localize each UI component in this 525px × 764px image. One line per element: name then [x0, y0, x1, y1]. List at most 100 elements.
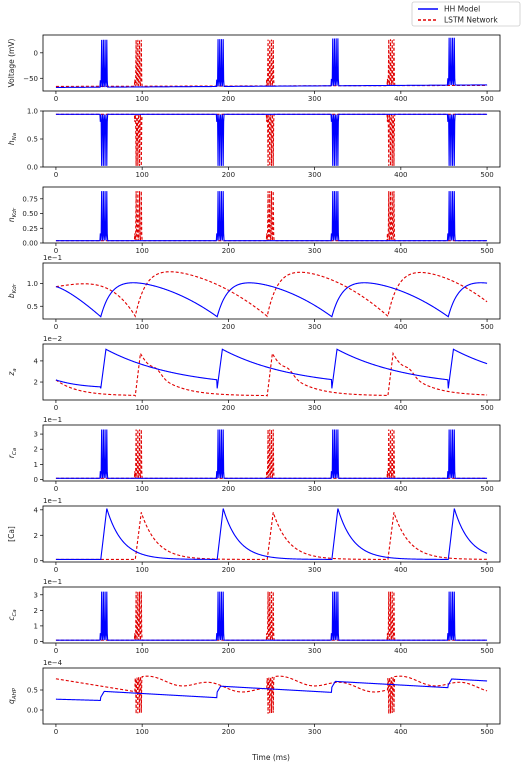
x-tick-label: 100: [135, 323, 148, 331]
x-tick-label: 300: [308, 566, 321, 574]
x-tick-label: 300: [308, 95, 321, 103]
y-multiplier-label: 1e−1: [43, 497, 62, 505]
series-line-hh-model: [55, 429, 488, 479]
series-line-lstm-network: [55, 675, 488, 714]
series-line-lstm-network: [55, 39, 488, 87]
panel-bkdr: 0 100 200 300 400 500 0.5 1.0 1e−1 bKdr: [7, 254, 501, 331]
y-axis-label: za: [7, 368, 18, 377]
y-axis-label: Voltage (mV): [7, 39, 16, 88]
x-tick-label: 0: [54, 485, 58, 493]
y-axis-label: [Ca]: [7, 526, 16, 542]
y-axis-label: nKdr: [7, 207, 18, 222]
y-axis-label: rCa: [7, 447, 18, 458]
x-tick-label: 100: [135, 566, 148, 574]
series-line-lstm-network: [55, 429, 488, 479]
y-multiplier-label: 1e−1: [43, 254, 62, 262]
x-tick-label: 0: [54, 171, 58, 179]
y-tick-label: 1.0: [27, 108, 38, 116]
y-tick-label: 4: [34, 357, 39, 365]
y-tick-label: 0.0: [27, 164, 38, 172]
x-tick-label: 100: [135, 728, 148, 736]
y-tick-label: 0: [34, 476, 38, 484]
x-tick-label: 200: [222, 485, 235, 493]
x-tick-label: 100: [135, 171, 148, 179]
x-tick-label: 400: [394, 647, 407, 655]
x-tick-label: 100: [135, 95, 148, 103]
y-tick-label: −50: [23, 75, 38, 83]
x-tick-label: 100: [135, 485, 148, 493]
x-tick-label: 400: [394, 728, 407, 736]
x-tick-label: 400: [394, 323, 407, 331]
series-line-hh-model: [55, 348, 488, 389]
x-tick-label: 100: [135, 404, 148, 412]
y-tick-label: 1.0: [27, 280, 38, 288]
panel-qahp: 0 100 200 300 400 500 0.0 0.5 1e−4 qAHP: [7, 659, 501, 736]
x-tick-label: 500: [480, 323, 493, 331]
x-tick-label: 500: [480, 485, 493, 493]
x-tick-label: 200: [222, 95, 235, 103]
series-line-hh-model: [55, 282, 488, 318]
panel-voltage: 0 100 200 300 400 500 0 −50 Voltage (mV): [7, 34, 501, 103]
x-tick-label: 400: [394, 566, 407, 574]
y-multiplier-label: 1e−1: [43, 416, 62, 424]
series-line-lstm-network: [55, 512, 488, 561]
y-tick-label: 3: [34, 431, 38, 439]
y-tick-label: 3: [34, 591, 38, 599]
x-tick-label: 500: [480, 647, 493, 655]
panel-hna: 0 100 200 300 400 500 0.0 0.5 1.0 hNa: [7, 108, 501, 179]
y-tick-label: 0.00: [22, 240, 38, 248]
y-tick-label: 2: [34, 532, 38, 540]
x-tick-label: 0: [54, 647, 58, 655]
panel-za: 0 100 200 300 400 500 2 4 1e−2 za: [7, 335, 501, 412]
x-tick-label: 400: [394, 485, 407, 493]
x-tick-label: 500: [480, 404, 493, 412]
panel-ca: 0 100 200 300 400 500 0 2 4 1e−1 [Ca]: [7, 497, 501, 574]
series-line-lstm-network: [55, 271, 488, 318]
y-tick-label: 0.5: [27, 687, 38, 695]
series-line-lstm-network: [55, 191, 488, 242]
x-tick-label: 400: [394, 247, 407, 255]
x-tick-label: 100: [135, 647, 148, 655]
y-axis-label: hNa: [7, 132, 18, 145]
series-line-hh-model: [55, 113, 488, 166]
x-tick-label: 400: [394, 171, 407, 179]
panel-frame: [42, 505, 501, 563]
y-axis-label: qAHP: [7, 687, 18, 704]
x-tick-label: 300: [308, 404, 321, 412]
x-tick-label: 0: [54, 247, 58, 255]
y-tick-label: 0.50: [22, 210, 38, 218]
panel-frame: [42, 186, 501, 244]
x-tick-label: 0: [54, 728, 58, 736]
x-tick-label: 0: [54, 323, 58, 331]
panel-frame: [42, 343, 501, 401]
x-tick-label: 400: [394, 404, 407, 412]
x-tick-label: 0: [54, 566, 58, 574]
panel-frame: [42, 586, 501, 644]
x-axis-label: Time (ms): [251, 753, 290, 762]
x-tick-label: 300: [308, 728, 321, 736]
y-tick-label: 0.75: [22, 195, 38, 203]
panel-frame: [42, 34, 501, 92]
series-line-lstm-network: [55, 351, 488, 397]
x-tick-label: 0: [54, 404, 58, 412]
x-tick-label: 300: [308, 647, 321, 655]
y-tick-label: 4: [34, 506, 39, 514]
y-tick-label: 0.5: [27, 303, 38, 311]
x-tick-label: 200: [222, 323, 235, 331]
y-axis-label: bKdr: [7, 283, 18, 298]
series-line-hh-model: [55, 37, 488, 88]
y-tick-label: 0: [34, 557, 38, 565]
y-tick-label: 0: [34, 49, 38, 57]
x-tick-label: 300: [308, 323, 321, 331]
x-tick-label: 300: [308, 171, 321, 179]
x-tick-label: 500: [480, 95, 493, 103]
y-tick-label: 2: [34, 379, 38, 387]
x-tick-label: 500: [480, 171, 493, 179]
series-line-hh-model: [55, 591, 488, 641]
x-tick-label: 200: [222, 247, 235, 255]
series-line-hh-model: [55, 678, 488, 702]
x-tick-label: 500: [480, 247, 493, 255]
x-tick-label: 100: [135, 247, 148, 255]
